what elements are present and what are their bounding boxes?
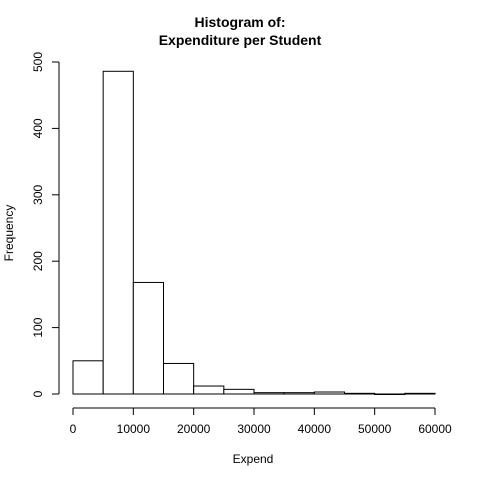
x-tick-label-2: 20000: [177, 422, 211, 436]
histogram-bars: [72, 70, 436, 395]
x-axis-label: Expend: [233, 452, 274, 466]
chart-title-line-1: Histogram of:: [194, 14, 286, 30]
x-tick-label-6: 60000: [418, 422, 452, 436]
x-axis: 0 10000 20000 30000 40000 50000 60000: [70, 407, 452, 436]
x-tick-label-5: 50000: [358, 422, 392, 436]
y-tick-label-2: 200: [31, 251, 45, 271]
histogram-bar-3: [163, 362, 195, 395]
y-axis-label: Frequency: [2, 205, 16, 262]
x-tick-label-4: 40000: [298, 422, 332, 436]
y-tick-label-0: 0: [31, 390, 45, 397]
histogram-bar-11: [404, 392, 436, 395]
histogram-bar-1: [102, 70, 134, 395]
y-tick-label-4: 400: [31, 118, 45, 138]
y-tick-label-3: 300: [31, 184, 45, 204]
y-tick-label-5: 500: [31, 52, 45, 72]
histogram-bar-2: [132, 281, 164, 395]
histogram-bar-10: [374, 393, 406, 395]
histogram-bar-4: [193, 385, 225, 395]
histogram-bar-5: [223, 388, 255, 395]
y-tick-label-1: 100: [31, 317, 45, 337]
histogram-bar-8: [313, 391, 346, 395]
x-tick-label-1: 10000: [117, 422, 151, 436]
histogram-bar-6: [253, 392, 285, 395]
histogram-bar-7: [283, 392, 315, 395]
x-tick-label-3: 30000: [237, 422, 271, 436]
histogram-bar-9: [344, 392, 376, 395]
chart-title-line-2: Expenditure per Student: [158, 32, 322, 48]
y-axis: 0 100 200 300 400 500: [31, 52, 60, 397]
x-tick-label-0: 0: [70, 422, 77, 436]
histogram-bar-0: [72, 360, 104, 395]
